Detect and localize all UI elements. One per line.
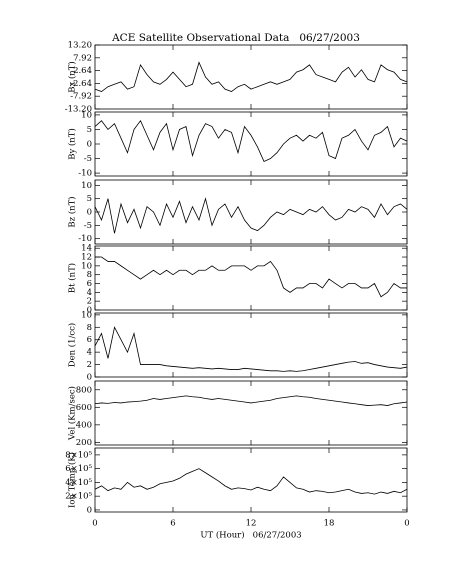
y-tick-label: -13.20 [65, 105, 92, 115]
data-line [94, 119, 408, 162]
y-tick-label: 0 [87, 306, 92, 316]
panel-frame [94, 111, 408, 177]
y-tick-label: 2×10⁵ [65, 492, 92, 502]
y-tick-label: 8 [87, 270, 92, 280]
y-axis-label: Den (1/cc) [67, 323, 78, 367]
y-tick-label: 12 [81, 253, 92, 263]
y-tick-label: 4 [87, 288, 92, 298]
y-tick-label: 14 [81, 244, 92, 254]
data-line [94, 61, 408, 93]
data-line [94, 197, 408, 234]
y-tick-label: 7.92 [73, 53, 92, 63]
y-tick-label: 800 [76, 385, 92, 395]
x-tick-label: 12 [246, 519, 257, 529]
y-tick-label: 4 [87, 348, 92, 358]
y-tick-label: 13.20 [68, 41, 92, 51]
y-tick-label: 10 [81, 261, 92, 271]
data-line [95, 256, 407, 298]
y-axis-label: Bz (nT) [67, 196, 78, 227]
x-tick-label: 6 [170, 519, 175, 529]
y-axis-label: Bt (nT) [67, 263, 78, 293]
y-tick-label: 2 [87, 297, 92, 307]
y-tick-label: 8 [87, 323, 92, 333]
y-tick-label: 0 [87, 373, 92, 383]
y-axis-label: Ion Temp (K) [67, 452, 78, 508]
y-tick-label: 5 [87, 125, 92, 135]
y-axis-label: Bx (nT) [67, 61, 78, 93]
y-tick-label: 8×10⁵ [65, 450, 92, 460]
data-line [94, 468, 408, 495]
panel-frame [94, 380, 408, 446]
y-tick-label: 2 [87, 360, 92, 370]
y-tick-label: 200 [76, 438, 92, 448]
y-axis-label: By (nT) [67, 128, 78, 160]
data-line [94, 326, 408, 372]
y-tick-label: 6×10⁵ [65, 464, 92, 474]
y-tick-label: 10 [81, 181, 92, 191]
y-tick-label: 0 [87, 505, 92, 515]
y-tick-label: 4×10⁵ [65, 478, 92, 488]
y-tick-label: 6 [87, 279, 92, 289]
y-tick-label: 10 [81, 310, 92, 320]
panel-frame [94, 312, 408, 378]
y-tick-label: -10 [78, 234, 92, 244]
y-axis-label: Vel (Km/sec) [67, 386, 78, 441]
data-line [94, 395, 408, 406]
y-tick-label: 0 [87, 208, 92, 218]
y-tick-label: 6 [87, 335, 92, 345]
y-tick-label: 600 [76, 403, 92, 413]
x-axis-label: UT (Hour) 06/27/2003 [200, 530, 301, 541]
y-tick-label: -5 [84, 154, 92, 164]
y-tick-label: -10 [78, 169, 92, 179]
x-tick-label: 18 [324, 519, 335, 529]
y-tick-label: -2.64 [70, 79, 92, 89]
y-tick-label: 400 [76, 420, 92, 430]
x-tick-label: 0 [404, 519, 409, 529]
y-tick-label: 0 [87, 140, 92, 150]
panel-frame [94, 447, 408, 513]
panel-frame [94, 179, 408, 245]
y-tick-label: 5 [87, 194, 92, 204]
y-tick-label: -7.92 [70, 92, 92, 102]
chart-title: ACE Satellite Observational Data 06/27/2… [111, 32, 360, 44]
panel-frame [94, 44, 408, 110]
x-tick-label: 0 [92, 519, 97, 529]
y-tick-label: 10 [81, 110, 92, 120]
y-tick-label: 2.64 [73, 66, 92, 76]
y-tick-label: -5 [84, 221, 92, 231]
